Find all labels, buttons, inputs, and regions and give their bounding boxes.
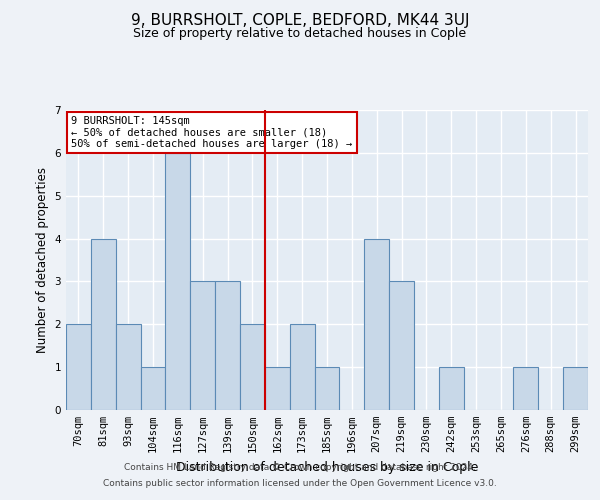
Bar [314,367,340,410]
Bar [514,367,538,410]
X-axis label: Distribution of detached houses by size in Cople: Distribution of detached houses by size … [176,460,478,473]
Bar [190,282,215,410]
Bar [265,367,290,410]
Bar [290,324,314,410]
Bar [215,282,240,410]
Bar [389,282,414,410]
Bar [116,324,140,410]
Bar [563,367,588,410]
Bar [91,238,116,410]
Text: Size of property relative to detached houses in Cople: Size of property relative to detached ho… [133,28,467,40]
Text: Contains HM Land Registry data © Crown copyright and database right 2024.: Contains HM Land Registry data © Crown c… [124,464,476,472]
Bar [439,367,464,410]
Text: 9 BURRSHOLT: 145sqm
← 50% of detached houses are smaller (18)
50% of semi-detach: 9 BURRSHOLT: 145sqm ← 50% of detached ho… [71,116,352,149]
Bar [140,367,166,410]
Bar [66,324,91,410]
Bar [166,153,190,410]
Text: Contains public sector information licensed under the Open Government Licence v3: Contains public sector information licen… [103,478,497,488]
Bar [364,238,389,410]
Y-axis label: Number of detached properties: Number of detached properties [36,167,49,353]
Text: 9, BURRSHOLT, COPLE, BEDFORD, MK44 3UJ: 9, BURRSHOLT, COPLE, BEDFORD, MK44 3UJ [131,12,469,28]
Bar [240,324,265,410]
